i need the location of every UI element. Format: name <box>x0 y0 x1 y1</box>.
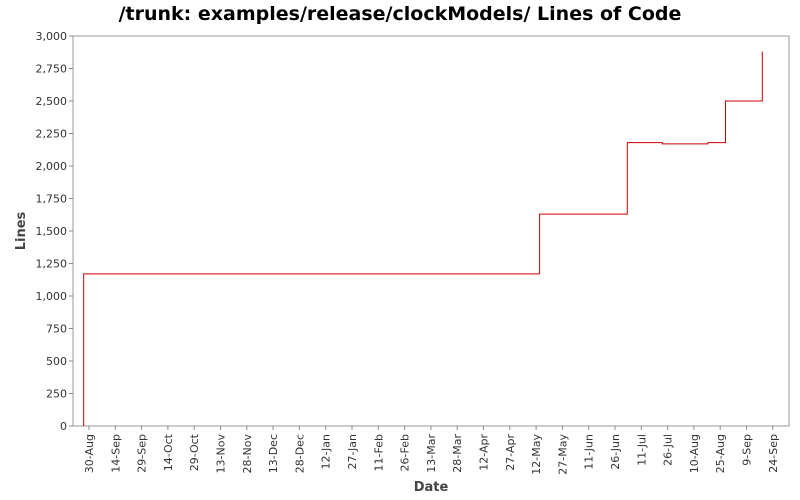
x-tick-label: 12-Jan <box>320 434 333 470</box>
x-tick-label: 12-May <box>530 434 543 475</box>
x-tick-label: 9-Sep <box>741 434 754 466</box>
x-tick-label: 27-Jan <box>346 434 359 470</box>
y-tick-label: 2,750 <box>36 63 68 76</box>
x-tick-label: 24-Sep <box>767 434 780 473</box>
x-tick-label: 29-Oct <box>188 433 201 471</box>
y-tick-label: 500 <box>46 355 67 368</box>
y-tick-label: 1,500 <box>36 225 68 238</box>
x-tick-label: 29-Sep <box>136 434 149 473</box>
y-tick-label: 1,750 <box>36 193 68 206</box>
x-axis: 30-Aug 14-Sep 29-Sep 14-Oct 29-Oct 13-Nov 28-N… <box>83 426 780 475</box>
y-tick-label: 3,000 <box>36 30 68 43</box>
y-tick-label: 0 <box>60 420 67 433</box>
y-tick-label: 750 <box>46 323 67 336</box>
y-tick-label: 1,250 <box>36 258 68 271</box>
x-tick-label: 25-Aug <box>714 434 727 473</box>
x-tick-label: 14-Sep <box>109 434 122 473</box>
x-tick-label: 13-Mar <box>425 434 438 473</box>
y-tick-label: 2,500 <box>36 95 68 108</box>
y-tick-label: 1,000 <box>36 290 68 303</box>
x-tick-label: 14-Oct <box>162 433 175 471</box>
x-tick-label: 11-Feb <box>372 434 385 471</box>
y-tick-label: 2,000 <box>36 160 68 173</box>
x-tick-label: 27-Apr <box>504 434 517 471</box>
x-tick-label: 12-Apr <box>478 434 491 471</box>
x-tick-label: 26-Feb <box>399 434 412 471</box>
series-layer <box>83 51 763 426</box>
series-line <box>83 51 763 426</box>
x-tick-label: 13-Dec <box>267 434 280 473</box>
chart-title: /trunk: examples/release/clockModels/ Li… <box>118 3 682 25</box>
x-tick-label: 28-Nov <box>241 434 254 474</box>
y-axis: 0 250 500 750 1,000 1,250 1,500 1,750 2,000 2,250… <box>36 30 73 433</box>
y-tick-label: 250 <box>46 388 67 401</box>
x-tick-label: 27-May <box>556 434 569 475</box>
x-tick-label: 28-Dec <box>293 434 306 473</box>
x-axis-label: Date <box>414 480 449 495</box>
plot-area <box>72 35 790 427</box>
x-tick-label: 11-Jun <box>583 434 596 470</box>
y-tick-label: 2,250 <box>36 128 68 141</box>
x-tick-label: 30-Aug <box>83 434 96 473</box>
x-tick-label: 26-Jul <box>662 434 675 466</box>
x-tick-label: 11-Jul <box>635 434 648 466</box>
x-tick-label: 10-Aug <box>688 434 701 473</box>
x-tick-label: 28-Mar <box>451 434 464 473</box>
x-tick-label: 26-Jun <box>609 434 622 470</box>
y-axis-label: Lines <box>14 211 29 250</box>
x-tick-label: 13-Nov <box>215 434 228 474</box>
